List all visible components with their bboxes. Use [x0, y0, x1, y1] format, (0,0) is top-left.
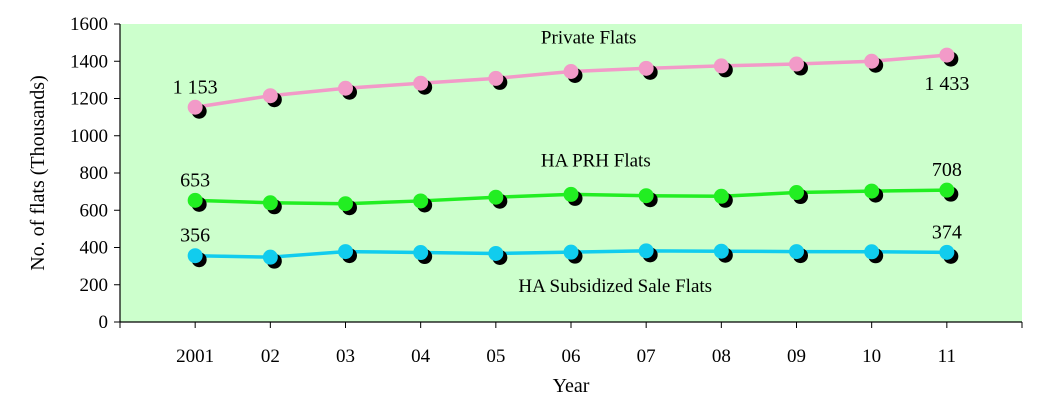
- x-tick-label: 04: [411, 346, 431, 367]
- data-point: [262, 88, 278, 104]
- data-point: [864, 183, 880, 199]
- data-point: [789, 185, 804, 201]
- data-point: [638, 60, 654, 76]
- data-point: [187, 192, 203, 208]
- x-tick-label: 11: [938, 346, 956, 367]
- data-point: [939, 47, 955, 63]
- data-point: [413, 75, 429, 91]
- data-point: [789, 244, 804, 260]
- data-point: [713, 243, 729, 259]
- text-layer: 0 200 400 600 800 1000 1200 1400 1600 2001 02 03 04 0…: [27, 14, 969, 397]
- data-point: [262, 249, 278, 265]
- x-tick-label: 09: [787, 346, 806, 367]
- data-point: [338, 244, 353, 260]
- x-tick-label: 06: [562, 346, 581, 367]
- data-point: [338, 80, 353, 96]
- data-point: [187, 248, 203, 264]
- data-point: [413, 193, 429, 209]
- x-tick-label: 03: [336, 346, 355, 367]
- x-tick-label: 10: [862, 346, 881, 367]
- data-label: 1 433: [924, 73, 969, 95]
- series-name-label: Private Flats: [541, 27, 637, 48]
- y-axis-title: No. of flats (Thousands): [27, 75, 49, 271]
- y-tick-label: 200: [80, 275, 109, 296]
- y-tick-label: 600: [80, 200, 109, 221]
- data-point: [789, 56, 804, 72]
- data-point: [187, 99, 203, 115]
- y-tick-label: 800: [80, 163, 109, 184]
- data-point: [563, 186, 579, 202]
- data-point: [713, 188, 729, 204]
- data-label: 653: [180, 169, 210, 191]
- x-tick-label: 07: [637, 346, 656, 367]
- data-point: [338, 196, 353, 212]
- x-tick-label: 08: [712, 346, 731, 367]
- series-layer: [187, 47, 959, 269]
- x-tick-label: 05: [486, 346, 505, 367]
- axis-layer: [114, 23, 1023, 328]
- y-tick-label: 1400: [70, 51, 108, 72]
- data-point: [488, 189, 504, 205]
- data-label: 1 153: [173, 76, 218, 98]
- data-point: [262, 195, 278, 211]
- data-point: [488, 70, 504, 86]
- y-tick-label: 0: [99, 312, 109, 333]
- data-label: 356: [180, 225, 210, 247]
- data-label: 374: [932, 221, 962, 243]
- data-point: [864, 53, 880, 69]
- series-name-label: HA Subsidized Sale Flats: [518, 276, 712, 297]
- data-point: [638, 188, 654, 204]
- data-point: [563, 63, 579, 79]
- x-tick-label: 2001: [176, 346, 214, 367]
- x-axis-title: Year: [553, 375, 590, 397]
- x-tick-label: 02: [261, 346, 280, 367]
- y-tick-label: 1200: [70, 89, 108, 110]
- data-point: [713, 58, 729, 74]
- data-point: [939, 244, 955, 260]
- data-point: [563, 244, 579, 260]
- data-point: [488, 245, 504, 261]
- data-point: [864, 244, 880, 260]
- data-point: [413, 245, 429, 261]
- data-label: 708: [932, 159, 962, 181]
- y-tick-label: 400: [80, 238, 109, 259]
- data-point: [939, 182, 955, 198]
- data-point: [638, 243, 654, 259]
- y-tick-label: 1600: [70, 14, 108, 35]
- y-tick-label: 1000: [70, 126, 108, 147]
- series-name-label: HA PRH Flats: [541, 150, 651, 171]
